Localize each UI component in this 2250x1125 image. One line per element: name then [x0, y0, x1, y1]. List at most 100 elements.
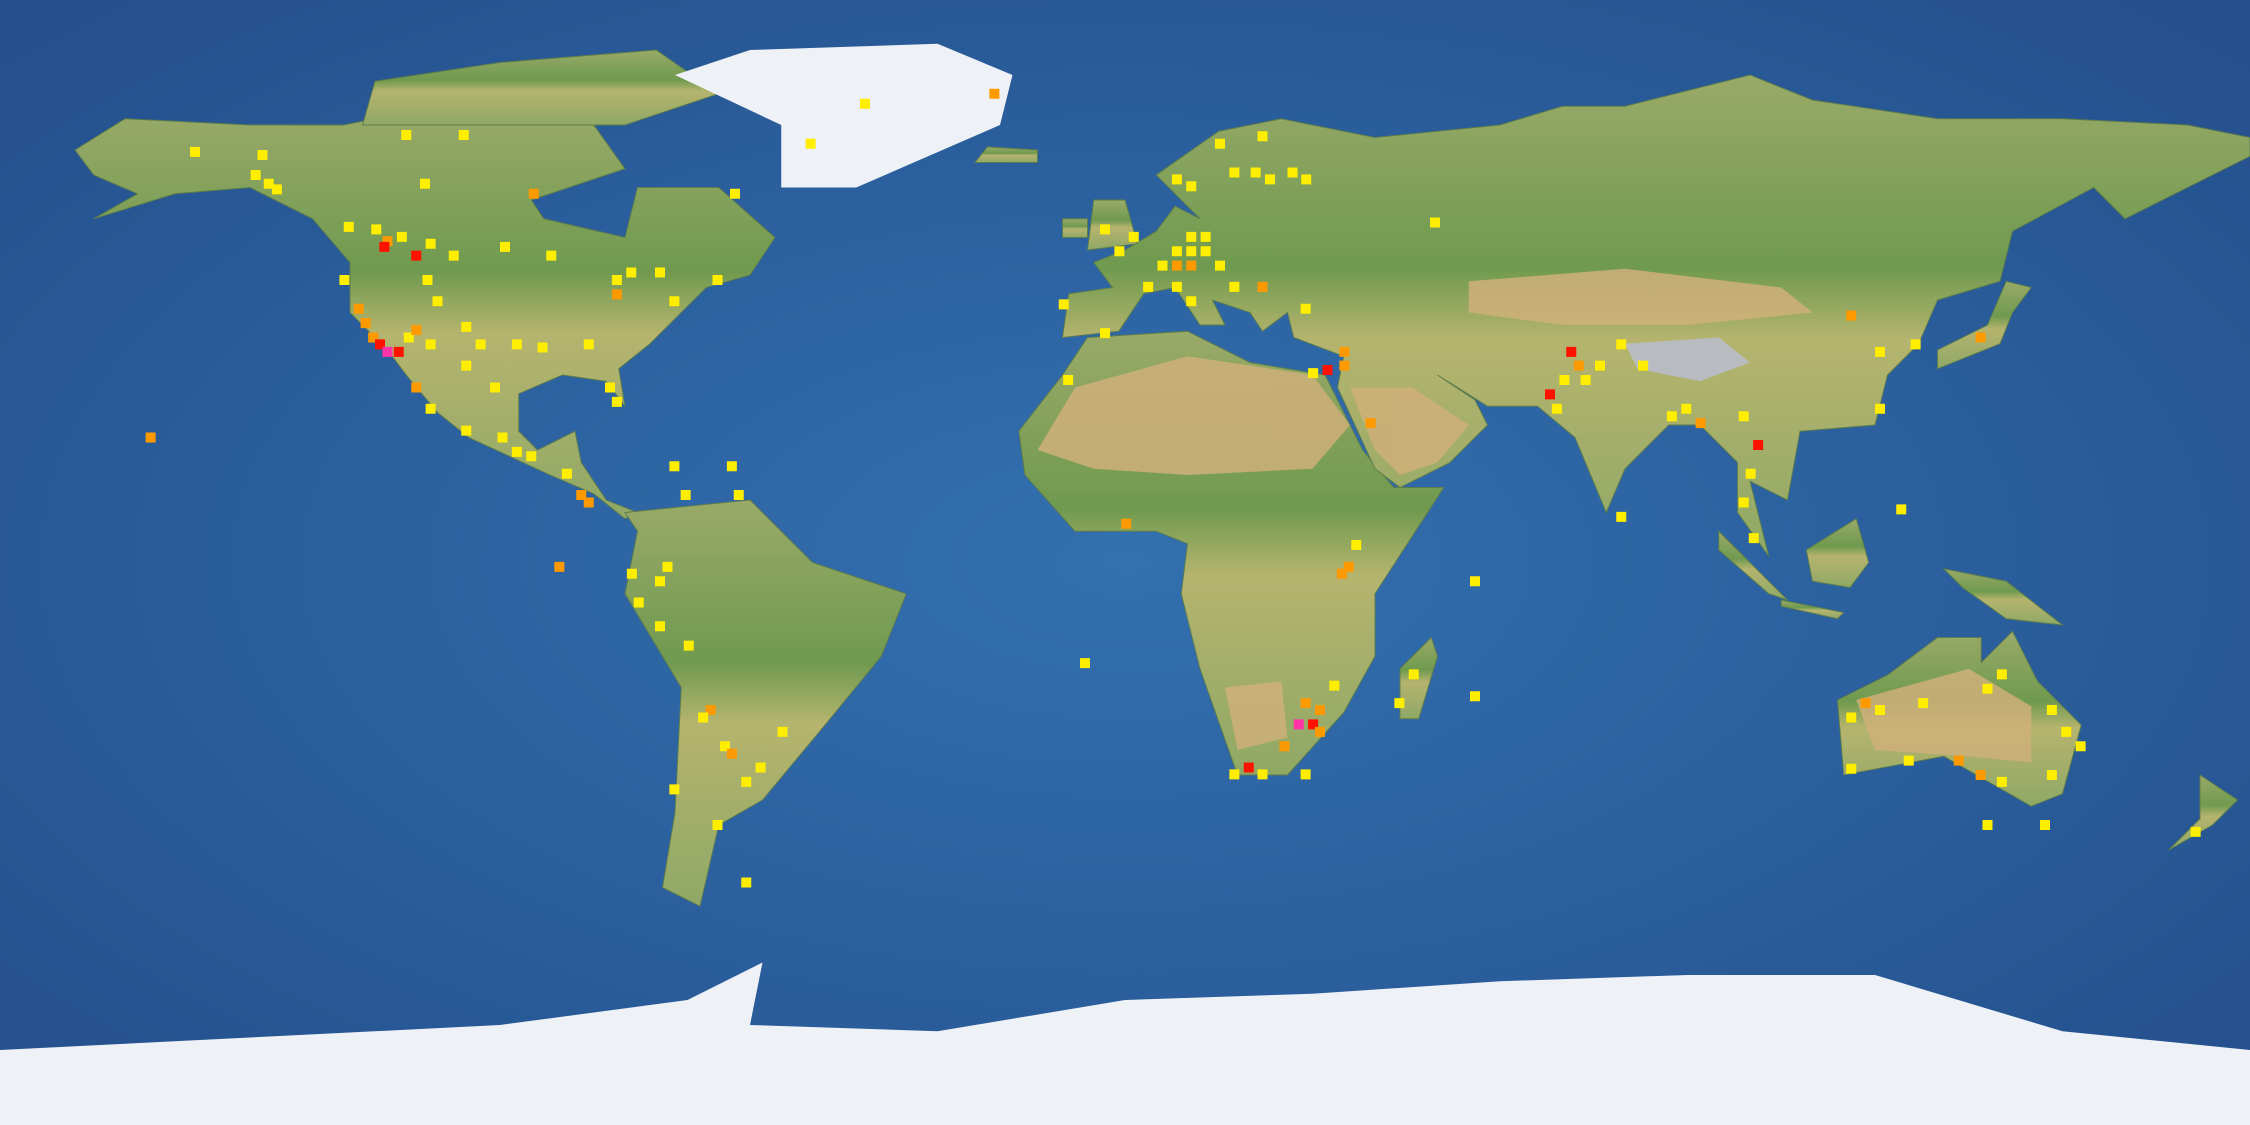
kalahari [1225, 681, 1288, 750]
occurrence-cell-level-2 [989, 88, 1000, 99]
occurrence-cell-level-1 [2046, 705, 2057, 715]
occurrence-cell-level-2 [611, 289, 622, 300]
occurrence-cell-level-1 [680, 490, 691, 500]
occurrence-cell-level-2 [1336, 568, 1347, 579]
occurrence-cell-level-1 [1896, 504, 1907, 515]
occurrence-cell-level-3 [1308, 719, 1319, 730]
occurrence-cell-level-1 [712, 275, 723, 285]
occurrence-cell-level-1 [1229, 281, 1240, 292]
occurrence-cell-level-1 [500, 241, 510, 252]
occurrence-cell-level-1 [726, 461, 737, 472]
occurrence-cell-level-1 [1128, 231, 1139, 242]
occurrence-cell-level-1 [1910, 339, 1921, 350]
greenland [675, 43, 1013, 188]
occurrence-cell-level-1 [371, 224, 382, 235]
occurrence-cell-level-1 [1080, 658, 1090, 669]
occurrence-cell-level-1 [561, 468, 572, 479]
occurrence-cell-level-1 [461, 425, 472, 436]
occurrence-cell-level-1 [1996, 776, 2007, 787]
occurrence-cell-level-1 [730, 188, 740, 199]
ice-sheets [0, 43, 2250, 1125]
occurrence-cell-level-2 [411, 382, 422, 393]
occurrence-cell-level-2 [1953, 755, 1964, 766]
occurrence-cell-level-3 [375, 339, 385, 350]
occurrence-cell-level-2 [528, 188, 539, 199]
occurrence-cell-level-2 [382, 236, 393, 247]
occurrence-cell-level-1 [741, 877, 752, 888]
occurrence-cell-level-1 [1186, 296, 1197, 307]
occurrence-cell-level-1 [1171, 174, 1182, 185]
occurrence-cell-level-1 [733, 490, 744, 500]
occurrence-cell-level-1 [546, 250, 557, 261]
occurrence-cell-level-1 [633, 597, 644, 608]
occurrence-cell-level-2 [1315, 726, 1325, 737]
occurrence-cell-level-1 [1215, 260, 1225, 271]
occurrence-cell-level-2 [1339, 360, 1350, 371]
occurrence-cell-level-1 [475, 339, 486, 350]
arabia [1350, 387, 1469, 475]
occurrence-cell-level-2 [145, 432, 156, 443]
borneo [1805, 518, 1870, 589]
occurrence-cell-level-1 [1200, 246, 1211, 257]
occurrence-cell-level-1 [626, 568, 637, 579]
iceland [974, 146, 1038, 163]
occurrence-cell-level-1 [1063, 375, 1074, 385]
occurrence-cell-level-2 [1300, 698, 1311, 709]
new-zealand [2168, 774, 2239, 851]
occurrence-cell-level-1 [1738, 411, 1749, 422]
occurrence-cell-level-1 [419, 178, 430, 189]
occurrence-cell-level-1 [1559, 375, 1570, 385]
occurrence-cell-level-1 [461, 360, 472, 371]
occurrence-cell-level-4 [382, 346, 393, 357]
occurrence-cell-level-1 [611, 396, 622, 407]
occurrence-cell-level-1 [403, 332, 414, 343]
occurrence-cell-level-3 [411, 250, 422, 261]
occurrence-cell-level-1 [805, 138, 816, 149]
occurrence-cell-level-1 [1738, 497, 1749, 508]
occurrence-cell-level-1 [1616, 511, 1627, 522]
occurrence-cell-level-1 [1171, 246, 1182, 257]
occurrence-cell-level-2 [411, 325, 422, 335]
occurrence-cell-level-2 [360, 318, 371, 329]
occurrence-cell-level-1 [1058, 299, 1069, 310]
occurrence-cell-level-1 [1171, 281, 1182, 292]
occurrence-cell-level-3 [1566, 346, 1577, 357]
occurrence-cell-level-1 [425, 238, 436, 249]
occurrence-cell-level-2 [1279, 741, 1290, 752]
occurrence-cell-level-1 [343, 221, 354, 232]
java [1780, 599, 1845, 620]
occurrence-cell-level-1 [448, 250, 459, 261]
occurrence-cell-level-1 [1351, 540, 1362, 550]
occurrence-cell-level-1 [1638, 360, 1649, 371]
occurrence-cell-level-1 [511, 446, 522, 457]
occurrence-cell-level-1 [490, 382, 500, 393]
occurrence-cell-level-1 [1616, 339, 1627, 350]
occurrence-cell-level-3 [1753, 440, 1764, 450]
occurrence-cell-level-1 [1301, 174, 1312, 185]
ireland [1062, 218, 1088, 238]
occurrence-cell-level-2 [1975, 770, 1986, 780]
occurrence-cell-level-2 [1343, 561, 1354, 572]
occurrence-cell-level-1 [422, 275, 433, 285]
occurrence-cell-level-1 [626, 267, 637, 278]
occurrence-cell-level-1 [755, 762, 766, 773]
occurrence-cell-level-1 [396, 231, 407, 242]
occurrence-cell-level-1 [1996, 669, 2007, 680]
occurrence-cell-level-1 [1257, 131, 1268, 142]
occurrence-cell-level-1 [1408, 669, 1419, 680]
occurrence-cell-level-1 [1200, 231, 1211, 242]
occurrence-cell-level-1 [2061, 726, 2072, 737]
occurrence-cell-level-2 [1846, 310, 1857, 321]
occurrence-cell-level-2 [368, 332, 379, 343]
occurrence-cell-level-1 [401, 130, 412, 141]
occurrence-cell-level-1 [1982, 820, 1993, 830]
occurrence-cell-level-1 [1265, 174, 1275, 185]
new-guinea [1942, 567, 2065, 626]
occurrence-cell-level-1 [1143, 281, 1154, 292]
occurrence-cell-level-1 [669, 296, 680, 307]
occurrence-cell-level-2 [1573, 360, 1584, 371]
antarctica [0, 962, 2250, 1125]
occurrence-cell-level-1 [1308, 368, 1319, 379]
occurrence-cell-level-1 [497, 432, 508, 443]
